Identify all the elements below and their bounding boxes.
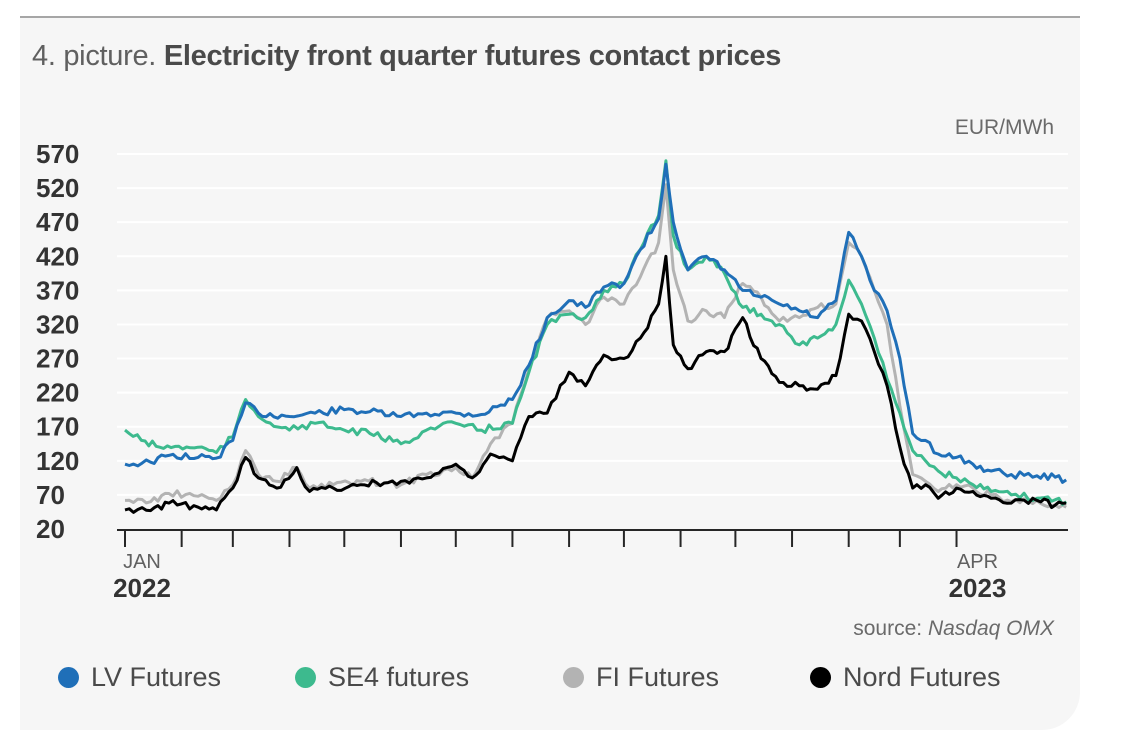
y-tick-label: 420 (36, 241, 79, 271)
chart-title: 4. picture. Electricity front quarter fu… (32, 40, 781, 73)
y-tick-label: 470 (36, 207, 79, 237)
x-label-start-month: JAN (123, 551, 161, 573)
y-tick-label: 220 (36, 378, 79, 408)
legend-dot-lv (58, 667, 79, 688)
legend-item-fi: FI Futures (563, 662, 719, 693)
y-tick-label: 170 (36, 412, 79, 442)
source-name: Nasdaq OMX (927, 617, 1054, 640)
y-tick-label: 120 (36, 446, 79, 476)
series-line-nord-futures (124, 254, 1067, 514)
legend-dot-nord (810, 667, 831, 688)
chart-title-main: Electricity front quarter futures contac… (163, 40, 782, 72)
y-tick-label: 520 (36, 173, 79, 203)
legend-item-se4: SE4 futures (295, 662, 469, 693)
y-tick-label: 70 (36, 480, 65, 510)
series-line-se4-futures (124, 159, 1068, 506)
legend-item-nord: Nord Futures (810, 662, 1001, 693)
legend-label-nord: Nord Futures (843, 662, 1001, 692)
legend-label-lv: LV Futures (91, 662, 222, 692)
legend-label-se4: SE4 futures (328, 662, 470, 692)
y-tick-label: 270 (36, 344, 79, 374)
legend-item-lv: LV Futures (58, 662, 221, 693)
source-note: source: Nasdaq OMX (853, 617, 1054, 641)
y-tick-label: 370 (36, 275, 79, 305)
y-tick-label: 20 (36, 514, 65, 544)
series-line-fi-futures (124, 183, 1067, 509)
legend-label-fi: FI Futures (596, 662, 720, 692)
legend-dot-se4 (295, 667, 316, 688)
y-tick-label: 570 (36, 139, 79, 169)
x-label-start-year: 2022 (113, 573, 171, 603)
y-tick-label: 320 (36, 309, 79, 339)
series-line-lv-futures (124, 162, 1068, 484)
x-label-end-year: 2023 (949, 573, 1007, 603)
y-axis-unit: EUR/MWh (954, 116, 1054, 139)
legend-dot-fi (563, 667, 584, 688)
x-label-end-month: APR (957, 551, 998, 573)
source-prefix: source: (853, 617, 923, 640)
legend: LV Futures SE4 futures FI Futures Nord F… (58, 662, 1038, 696)
chart-title-prefix: 4. picture. (32, 40, 157, 72)
